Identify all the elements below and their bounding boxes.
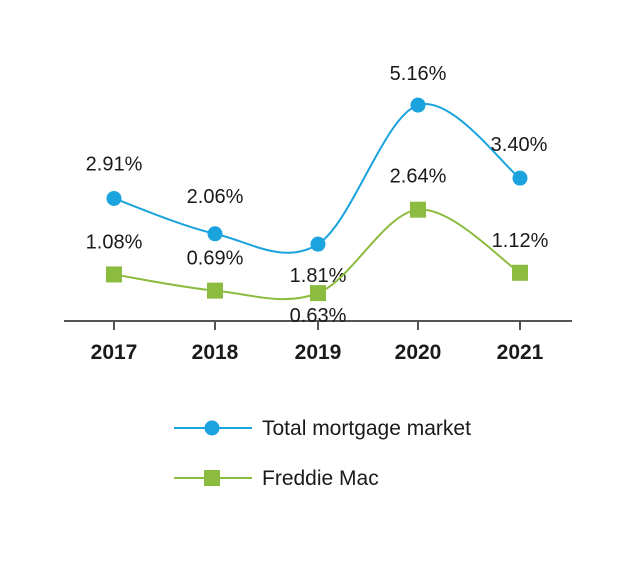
data-point-circle	[106, 190, 122, 206]
series-total-mortgage-market: 2.91% 2.06% 1.81% 5.16% 3.40%	[86, 63, 548, 287]
series-line	[113, 102, 521, 254]
data-label: 0.63%	[290, 305, 347, 327]
legend-marker-square	[204, 470, 220, 486]
series-freddie-mac: 1.08% 0.69% 0.63% 2.64% 1.12%	[86, 166, 549, 327]
x-tick-label: 2018	[192, 341, 239, 364]
data-label: 1.08%	[86, 231, 143, 253]
x-tick-label: 2021	[497, 341, 544, 364]
legend-item: Freddie Mac	[174, 467, 379, 490]
series-group: 2.91% 2.06% 1.81% 5.16% 3.40% 1.08% 0.69% 0.63%…	[86, 63, 549, 327]
data-label: 5.16%	[390, 63, 447, 85]
data-point-square	[512, 264, 528, 281]
data-point-square	[207, 282, 223, 299]
legend-label: Total mortgage market	[262, 417, 471, 440]
data-point-circle	[207, 226, 223, 242]
data-label: 2.91%	[86, 153, 143, 175]
data-point-square	[310, 285, 326, 302]
data-point-circle	[410, 97, 426, 113]
data-label: 2.64%	[390, 166, 447, 188]
data-point-square	[410, 201, 426, 218]
x-tick-label: 2019	[295, 341, 342, 364]
legend-label: Freddie Mac	[262, 467, 379, 490]
data-label: 1.12%	[492, 230, 549, 252]
data-point-circle	[512, 170, 528, 186]
data-label: 1.81%	[290, 265, 347, 287]
data-label: 2.06%	[187, 186, 244, 208]
legend-item: Total mortgage market	[174, 417, 471, 440]
legend: Total mortgage market Freddie Mac	[174, 417, 471, 490]
data-point-square	[106, 266, 122, 283]
x-tick-label: 2017	[91, 341, 138, 364]
x-axis: 2017 2018 2019 2020 2021	[64, 320, 572, 364]
x-tick-label: 2020	[395, 341, 442, 364]
legend-marker-circle	[204, 420, 220, 436]
data-point-circle	[310, 236, 326, 252]
data-label: 0.69%	[187, 248, 244, 270]
data-label: 3.40%	[491, 134, 548, 156]
